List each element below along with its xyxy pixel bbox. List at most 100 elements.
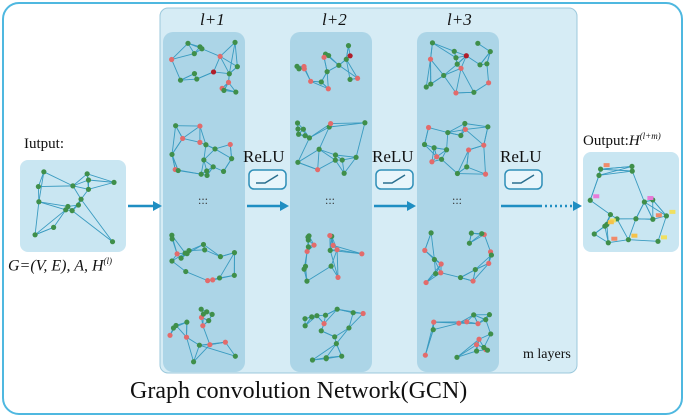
arrow-input-to-l1-head (153, 201, 162, 211)
output-sup: (l+m) (639, 131, 661, 141)
graph-edge (608, 239, 629, 244)
graph-node (328, 263, 334, 269)
graph-edge (430, 232, 435, 260)
graph-edge (185, 271, 208, 282)
graph-node (191, 51, 197, 57)
graph-edge (34, 201, 40, 235)
graph-node (305, 234, 311, 240)
graph-edge (228, 42, 236, 74)
graph-node (362, 120, 368, 126)
graph-edge (38, 201, 68, 207)
graph-edge (34, 209, 67, 236)
graph-edge (456, 350, 477, 358)
graph-node (422, 247, 428, 253)
graph-node (196, 342, 203, 348)
graph-node (332, 157, 338, 163)
graph-edge (72, 173, 88, 187)
graph-node (306, 135, 313, 141)
graph-node (85, 177, 92, 183)
graph-edge (424, 144, 438, 158)
layer-label-2: l+2 (322, 10, 347, 29)
graph-node (232, 353, 238, 359)
graph-node (294, 120, 301, 126)
feature-square (631, 233, 638, 238)
graph-edge (460, 68, 475, 93)
graph-node (354, 75, 361, 81)
graph-edge (355, 122, 366, 158)
graph-node (202, 247, 208, 253)
graph-node (109, 239, 116, 245)
graph-node (359, 251, 365, 257)
graph-node (422, 352, 428, 358)
graph-node (206, 318, 212, 324)
diagram-title: Graph convolution Network(GCN) (130, 378, 468, 404)
graph-edge (297, 161, 318, 171)
graph-node (334, 306, 340, 312)
graph-node (302, 323, 308, 329)
layer-graph-1-3 (169, 232, 238, 284)
graph-node (302, 133, 308, 139)
graph-node (226, 71, 232, 77)
graph-edge (432, 42, 457, 59)
graph-edge (345, 59, 358, 79)
graph-edge (71, 210, 113, 243)
graph-edge (335, 154, 357, 158)
graph-node (334, 247, 340, 253)
graph-node (473, 342, 480, 348)
graph-node (466, 240, 473, 246)
graph-edge (430, 58, 445, 76)
graph-edge (317, 149, 320, 170)
graph-node (486, 80, 492, 86)
graph-edge (180, 78, 197, 81)
ellipsis-1: ::: (198, 193, 209, 207)
graph-edge (332, 244, 362, 255)
graph-node (431, 145, 437, 151)
graph-node (169, 258, 175, 264)
graph-node (234, 64, 240, 70)
graph-edge (171, 53, 195, 60)
layer-column-2 (290, 32, 372, 372)
graph-node (304, 248, 310, 255)
graph-edge (72, 185, 82, 200)
graph-node (456, 320, 462, 326)
input-formula: G=(V, E), A, H(l) (8, 256, 112, 275)
graph-edge (472, 263, 490, 282)
graph-edge (234, 42, 238, 67)
graph-node (210, 164, 216, 170)
layer-graph-1-4 (167, 306, 238, 365)
graph-node (466, 147, 472, 153)
graph-edge (457, 149, 470, 174)
graph-node (111, 179, 117, 185)
graph-node (231, 272, 237, 278)
graph-edge (616, 218, 629, 240)
graph-edge (628, 239, 659, 242)
graph-node (210, 277, 216, 283)
graph-edge (348, 312, 354, 329)
graph-node (629, 163, 635, 170)
graph-edge (203, 244, 221, 258)
graph-node (63, 207, 69, 213)
graph-edge (598, 165, 633, 176)
graph-node (36, 199, 42, 205)
graph-edge (87, 173, 115, 183)
relu-box-2 (375, 169, 414, 190)
graph-node (41, 169, 47, 175)
graph-node (454, 170, 461, 177)
graph-node (360, 310, 366, 317)
graph-node (231, 250, 238, 256)
graph-node (339, 157, 345, 163)
graph-node (428, 81, 434, 87)
graph-node (484, 61, 490, 67)
graph-edge (219, 56, 230, 74)
graph-edge (432, 42, 455, 52)
graph-edge (199, 344, 236, 357)
graph-node (197, 123, 203, 129)
graph-edge (447, 123, 466, 133)
graph-node (32, 232, 38, 238)
graph-edge (425, 59, 431, 88)
feature-square (593, 194, 600, 199)
graph-edge (600, 165, 633, 170)
graph-node (458, 65, 464, 71)
graph-edge (38, 185, 73, 187)
arrow-l3-to-output-head (573, 201, 582, 211)
